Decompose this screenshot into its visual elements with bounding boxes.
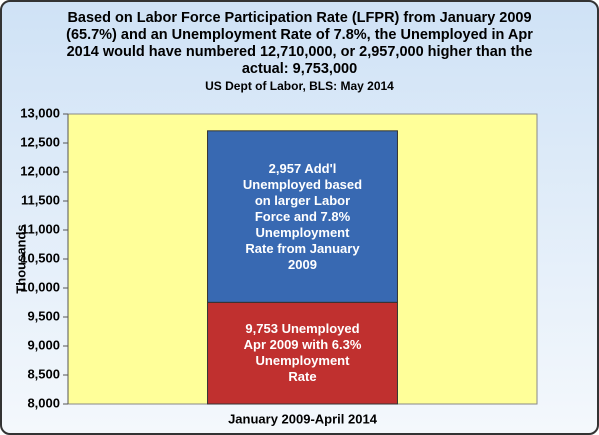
y-tick-label: 12,000 — [20, 163, 60, 178]
y-tick-label: 10,000 — [20, 279, 60, 294]
y-tick-label: 9,000 — [27, 337, 60, 352]
x-tick-label: January 2009-April 2014 — [228, 411, 378, 426]
y-tick-label: 11,500 — [21, 192, 60, 207]
chart-title: Based on Labor Force Participation Rate … — [66, 10, 533, 77]
bar-label: 9,753 Unemployed Apr 2009 with 6.3% Unem… — [243, 321, 362, 385]
y-tick-label: 8,000 — [27, 395, 60, 410]
y-tick-label: 8,500 — [27, 366, 60, 381]
bar-label: 2,957 Add'l Unemployed based on larger L… — [242, 160, 363, 272]
chart-subtitle: US Dept of Labor, BLS: May 2014 — [205, 79, 394, 93]
y-tick-label: 12,500 — [20, 134, 60, 149]
bar-segment — [207, 130, 398, 303]
y-tick-label: 13,000 — [20, 105, 60, 120]
y-tick-label: 11,000 — [21, 221, 60, 236]
bar-segment — [207, 301, 398, 405]
y-tick-label: 10,500 — [20, 250, 60, 265]
y-axis-label: Thousands — [13, 224, 28, 293]
y-tick-label: 9,500 — [27, 308, 60, 323]
